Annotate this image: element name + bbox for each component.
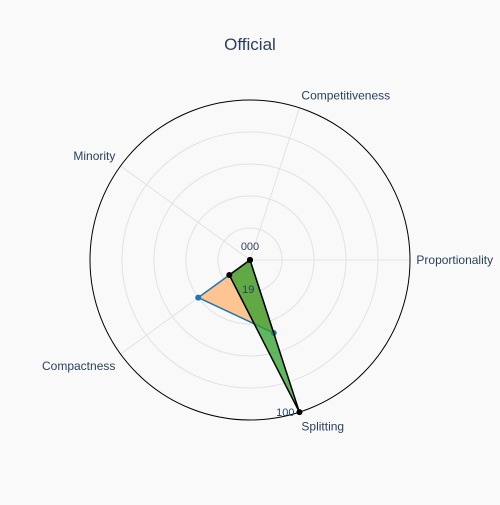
spoke-1 <box>249 107 300 261</box>
spoke-2 <box>120 165 251 261</box>
tick-label-2: 100 <box>276 407 294 419</box>
series-1-point-4 <box>296 409 303 416</box>
tick-label-0: 000 <box>241 241 259 253</box>
label-layer: Proportionality Competitiveness Minority Co… <box>42 89 493 434</box>
axis-label-competitiveness: Competitiveness <box>301 89 390 103</box>
axis-label-splitting: Splitting <box>301 419 344 433</box>
series-1-point-3 <box>226 272 233 279</box>
axis-label-compactness: Compactness <box>42 359 115 373</box>
tick-label-1: 19 <box>242 284 254 296</box>
axis-label-minority: Minority <box>73 149 115 163</box>
chart-title: Official <box>224 35 276 54</box>
series-1-point-2 <box>247 257 253 263</box>
outer-boundary <box>89 99 411 421</box>
series-layer <box>195 257 303 416</box>
series-0-point-3 <box>195 294 202 301</box>
series-1-area <box>228 259 301 413</box>
axis-label-proportionality: Proportionality <box>416 253 493 267</box>
